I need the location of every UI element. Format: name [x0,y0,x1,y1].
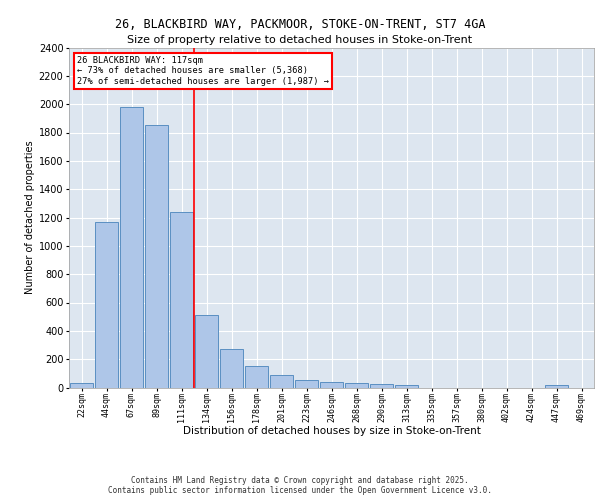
Bar [220,348,243,388]
Bar [70,383,93,388]
Bar [120,107,143,388]
Bar [145,124,168,388]
Bar [545,385,568,388]
X-axis label: Distribution of detached houses by size in Stoke-on-Trent: Distribution of detached houses by size … [182,426,481,436]
Bar [95,222,118,388]
Bar [395,384,418,388]
Text: 26, BLACKBIRD WAY, PACKMOOR, STOKE-ON-TRENT, ST7 4GA: 26, BLACKBIRD WAY, PACKMOOR, STOKE-ON-TR… [115,18,485,30]
Text: Size of property relative to detached houses in Stoke-on-Trent: Size of property relative to detached ho… [127,35,473,45]
Bar [345,382,368,388]
Y-axis label: Number of detached properties: Number of detached properties [25,140,35,294]
Text: Contains HM Land Registry data © Crown copyright and database right 2025.
Contai: Contains HM Land Registry data © Crown c… [108,476,492,495]
Bar [245,366,268,388]
Bar [320,382,343,388]
Bar [270,375,293,388]
Text: 26 BLACKBIRD WAY: 117sqm
← 73% of detached houses are smaller (5,368)
27% of sem: 26 BLACKBIRD WAY: 117sqm ← 73% of detach… [77,56,329,86]
Bar [295,380,318,388]
Bar [170,212,193,388]
Bar [370,384,393,388]
Bar [195,314,218,388]
